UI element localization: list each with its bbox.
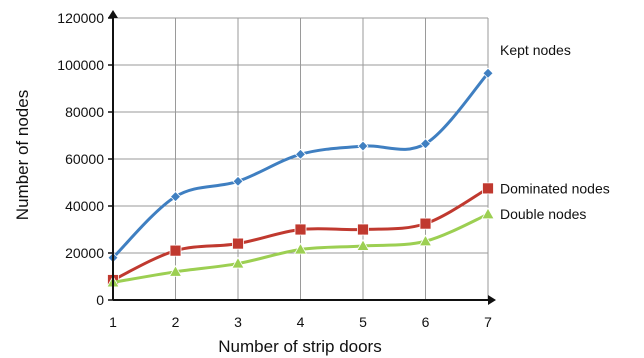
y-tick-label: 20000 xyxy=(65,245,104,261)
data-point xyxy=(418,234,433,247)
x-tick-label: 7 xyxy=(484,314,492,330)
x-tick-label: 2 xyxy=(172,314,180,330)
series-double-nodes: Double nodes xyxy=(106,206,586,288)
data-point xyxy=(419,217,432,230)
data-point xyxy=(231,256,245,269)
data-point xyxy=(232,175,244,187)
data-point xyxy=(357,223,369,236)
y-tick-label: 0 xyxy=(96,292,104,308)
y-tick-label: 60000 xyxy=(65,151,104,167)
x-tick-label: 4 xyxy=(297,314,305,330)
series-layer: Kept nodes Dominated nodes Double nodes xyxy=(106,42,610,288)
x-tick-label: 1 xyxy=(109,314,117,330)
data-point xyxy=(294,148,307,160)
tick-labels: 1 2 3 4 5 6 7 0 20000 40000 60000 80000 100000 120000 xyxy=(57,10,492,330)
data-point xyxy=(419,138,432,150)
data-point xyxy=(356,239,370,251)
y-axis-arrow-icon xyxy=(108,10,118,18)
x-axis-title: Number of strip doors xyxy=(218,337,381,356)
y-tick-label: 80000 xyxy=(65,104,104,120)
x-tick-label: 5 xyxy=(359,314,367,330)
series-label-kept-nodes: Kept nodes xyxy=(500,42,571,58)
series-kept-nodes: Kept nodes xyxy=(107,42,571,264)
data-point xyxy=(169,244,182,257)
data-point xyxy=(232,237,244,250)
series-label-double-nodes: Double nodes xyxy=(500,206,586,222)
y-axis-title: Number of nodes xyxy=(13,90,32,220)
data-point xyxy=(293,242,308,255)
x-axis-arrow-icon xyxy=(488,295,496,305)
data-point xyxy=(357,140,369,152)
y-tick-label: 120000 xyxy=(57,10,104,26)
data-point xyxy=(482,67,494,79)
data-point xyxy=(482,182,494,195)
x-tick-label: 6 xyxy=(422,314,430,330)
data-point xyxy=(481,207,495,220)
data-point xyxy=(294,223,307,236)
series-dominated-nodes: Dominated nodes xyxy=(107,180,610,286)
x-tick-label: 3 xyxy=(234,314,242,330)
data-point xyxy=(169,191,182,203)
data-point xyxy=(168,264,183,277)
y-tick-label: 100000 xyxy=(57,57,104,73)
series-label-dominated-nodes: Dominated nodes xyxy=(500,180,610,196)
y-tick-label: 40000 xyxy=(65,198,104,214)
